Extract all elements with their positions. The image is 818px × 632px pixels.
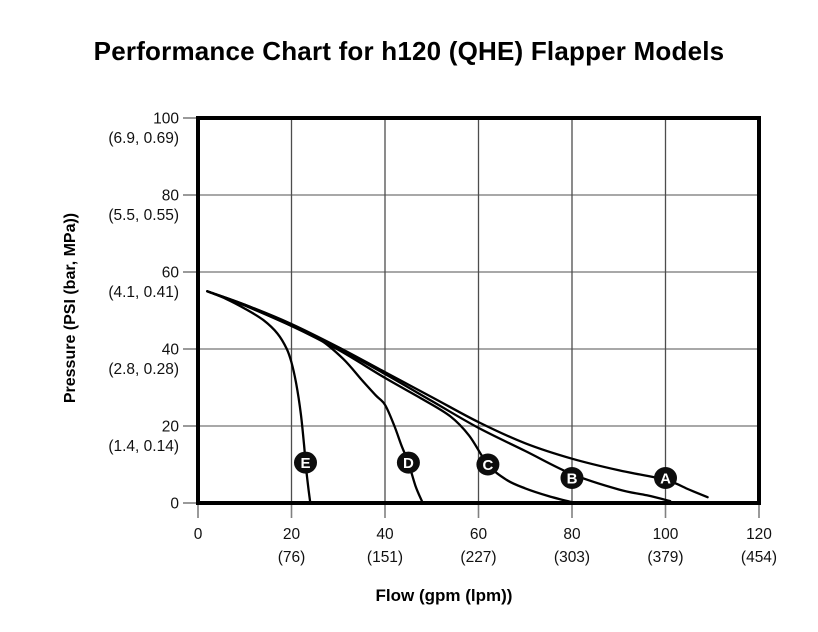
x-tick-label: 0 xyxy=(194,526,203,543)
marker-letter-A: A xyxy=(660,471,671,488)
x-tick-label: 20 xyxy=(283,526,301,543)
marker-circle-C xyxy=(476,453,500,476)
curves xyxy=(206,290,709,504)
x-tick-label: 100 xyxy=(653,526,679,543)
curve-C xyxy=(206,290,574,504)
axis-tick-labels: 0 20 (1.4, 0.14) 40 (2.8, 0.28) 60 (4.1, 0.41)… xyxy=(108,111,777,567)
curve-D xyxy=(206,290,424,504)
x-tick-sublabel: (227) xyxy=(460,549,496,566)
marker-A: A xyxy=(654,467,677,489)
marker-circle-A xyxy=(654,467,677,489)
marker-circle-B xyxy=(560,467,584,489)
marker-D: D xyxy=(396,451,420,474)
y-tick-sublabel: (6.9, 0.69) xyxy=(108,130,179,147)
curve-B xyxy=(206,290,672,503)
y-tick-sublabel: (4.1, 0.41) xyxy=(108,284,179,301)
y-tick-label: 60 xyxy=(162,265,180,282)
x-tick-label: 40 xyxy=(376,526,394,543)
x-tick-sublabel: (379) xyxy=(647,549,683,566)
x-tick-sublabel: (303) xyxy=(554,549,590,566)
axis-ticks xyxy=(183,117,760,518)
y-tick-sublabel: (1.4, 0.14) xyxy=(108,438,179,455)
marker-letter-D: D xyxy=(403,455,414,472)
y-tick-label: 100 xyxy=(153,111,179,128)
y-tick-sublabel: (5.5, 0.55) xyxy=(108,207,179,224)
x-tick-label: 60 xyxy=(470,526,488,543)
y-tick-sublabel: (2.8, 0.28) xyxy=(108,361,179,378)
x-tick-label: 120 xyxy=(746,526,772,543)
marker-B: B xyxy=(560,467,584,489)
x-tick-label: 80 xyxy=(563,526,581,543)
x-tick-sublabel: (454) xyxy=(741,549,777,566)
x-tick-sublabel: (151) xyxy=(367,549,403,566)
x-axis-title: Flow (gpm (lpm)) xyxy=(375,586,513,605)
marker-C: C xyxy=(476,453,500,476)
y-tick-label: 0 xyxy=(170,496,179,513)
marker-circle-D xyxy=(396,451,420,474)
plot-frame xyxy=(196,116,761,505)
y-tick-label: 20 xyxy=(162,419,180,436)
chart-title: Performance Chart for h120 (QHE) Flapper… xyxy=(93,36,725,66)
curve-E xyxy=(206,290,312,504)
marker-circle-E xyxy=(294,451,317,474)
curve-markers: A B C D E xyxy=(294,451,677,489)
marker-letter-C: C xyxy=(482,457,493,474)
y-tick-label: 40 xyxy=(162,342,180,359)
x-tick-sublabel: (76) xyxy=(278,549,306,566)
gridlines xyxy=(198,118,759,503)
marker-E: E xyxy=(294,451,317,474)
marker-letter-B: B xyxy=(567,471,578,488)
marker-letter-E: E xyxy=(300,455,310,472)
y-tick-label: 80 xyxy=(162,188,180,205)
